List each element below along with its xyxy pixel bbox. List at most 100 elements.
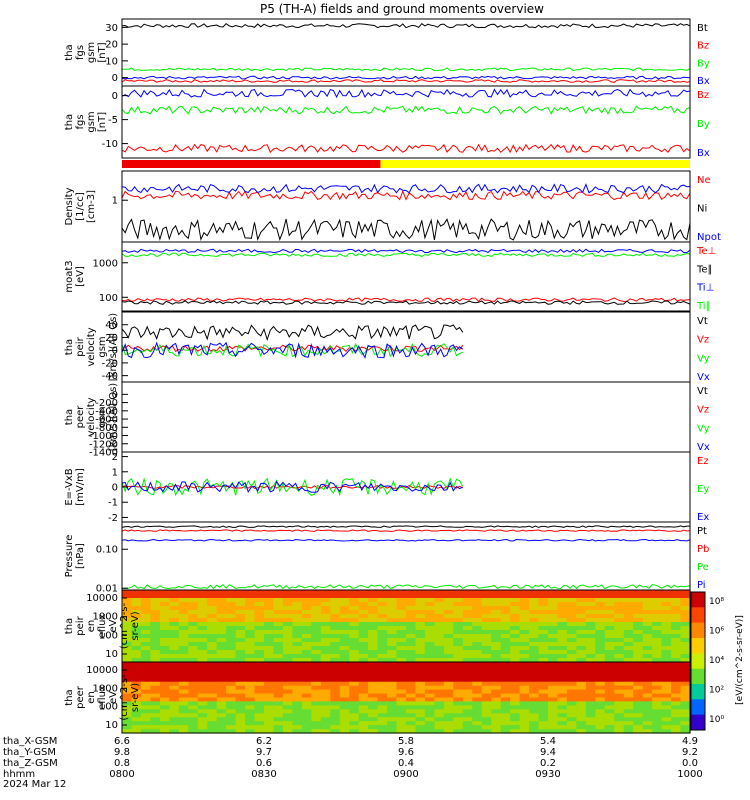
heatmap-cell [292, 650, 303, 655]
heatmap-cell [282, 650, 293, 655]
heatmap-cell [642, 590, 653, 595]
heatmap-cell [282, 677, 293, 683]
heatmap-cell [311, 626, 322, 631]
heatmap-cell [235, 634, 246, 639]
heatmap-cell [500, 681, 511, 687]
y-axis-label: thapeerenefluxeV(cm^2-s-sr-eV) [64, 674, 141, 721]
heatmap-cell [566, 626, 577, 631]
heatmap-cell [642, 650, 653, 655]
series-line-red [121, 344, 464, 353]
heatmap-cell [387, 717, 398, 722]
heatmap-cell [623, 598, 634, 603]
heatmap-cell [406, 646, 417, 651]
heatmap-cell [500, 614, 511, 619]
heatmap-cell [529, 626, 540, 631]
heatmap-cell [652, 642, 663, 647]
heatmap-cell [415, 673, 426, 679]
heatmap-cell [671, 689, 682, 695]
heatmap-cell [529, 650, 540, 655]
heatmap-cell [188, 638, 199, 643]
heatmap-cell [178, 638, 189, 643]
heatmap-cell [462, 725, 473, 730]
y-tick-label: 10000 [86, 665, 118, 676]
heatmap-cell [368, 634, 379, 639]
heatmap-cell [595, 677, 606, 683]
heatmap-cell [680, 721, 691, 726]
heatmap-cell [510, 673, 521, 679]
heatmap-cell [188, 725, 199, 730]
heatmap-cell [358, 725, 369, 730]
heatmap-cell [519, 598, 530, 603]
heatmap-cell [462, 626, 473, 631]
heatmap-cell [595, 654, 606, 659]
heatmap-cell [538, 606, 549, 611]
heatmap-cell [424, 598, 435, 603]
heatmap-cell [273, 622, 284, 627]
heatmap-cell [264, 725, 275, 730]
heatmap-cell [633, 654, 644, 659]
heatmap-cell [642, 681, 653, 687]
heatmap-cell [122, 654, 133, 659]
heatmap-cell [301, 729, 312, 734]
heatmap-cell [330, 705, 341, 710]
heatmap-cell [235, 626, 246, 631]
heatmap-cell [235, 606, 246, 611]
heatmap-cell [330, 630, 341, 635]
heatmap-cell [680, 713, 691, 718]
heatmap-cell [538, 729, 549, 734]
heatmap-cell [519, 709, 530, 714]
heatmap-cell [462, 685, 473, 691]
heatmap-cell [614, 654, 625, 659]
heatmap-cell [406, 717, 417, 722]
heatmap-cell [680, 654, 691, 659]
heatmap-cell [538, 681, 549, 687]
heatmap-cell [510, 725, 521, 730]
heatmap-cell [387, 729, 398, 734]
heatmap-cell [510, 602, 521, 607]
heatmap-cell [443, 610, 454, 615]
heatmap-cell [207, 630, 218, 635]
heatmap-cell [614, 697, 625, 702]
heatmap-cell [226, 713, 237, 718]
heatmap-cell [226, 658, 237, 663]
heatmap-cell [178, 590, 189, 595]
x-axis-value: 0.4 [398, 758, 414, 769]
heatmap-cell [406, 705, 417, 710]
heatmap-cell [519, 685, 530, 691]
heatmap-cell [245, 665, 256, 671]
heatmap-cell [500, 658, 511, 663]
heatmap-cell [623, 614, 634, 619]
heatmap-cell [169, 642, 180, 647]
heatmap-cell [396, 689, 407, 695]
heatmap-cell [548, 729, 559, 734]
heatmap-cell [633, 721, 644, 726]
heatmap-cell [595, 725, 606, 730]
heatmap-cell [311, 669, 322, 675]
heatmap-cell [424, 606, 435, 611]
heatmap-cell [661, 665, 672, 671]
heatmap-cell [566, 610, 577, 615]
heatmap-cell [301, 646, 312, 651]
heatmap-cell [169, 693, 180, 699]
heatmap-cell [424, 665, 435, 671]
heatmap-cell [652, 662, 663, 667]
heatmap-cell [178, 689, 189, 695]
heatmap-cell [623, 594, 634, 599]
heatmap-cell [273, 626, 284, 631]
heatmap-cell [292, 646, 303, 651]
heatmap-cell [491, 610, 502, 615]
heatmap-cell [557, 638, 568, 643]
heatmap-cell [188, 685, 199, 691]
heatmap-cell [595, 689, 606, 695]
heatmap-cell [614, 693, 625, 699]
heatmap-cell [406, 681, 417, 687]
heatmap-cell [245, 717, 256, 722]
heatmap-cell [576, 677, 587, 683]
heatmap-cell [604, 594, 615, 599]
heatmap-cell [245, 594, 256, 599]
colorbar-segment [691, 607, 705, 624]
heatmap-cell [548, 630, 559, 635]
heatmap-cell [387, 654, 398, 659]
